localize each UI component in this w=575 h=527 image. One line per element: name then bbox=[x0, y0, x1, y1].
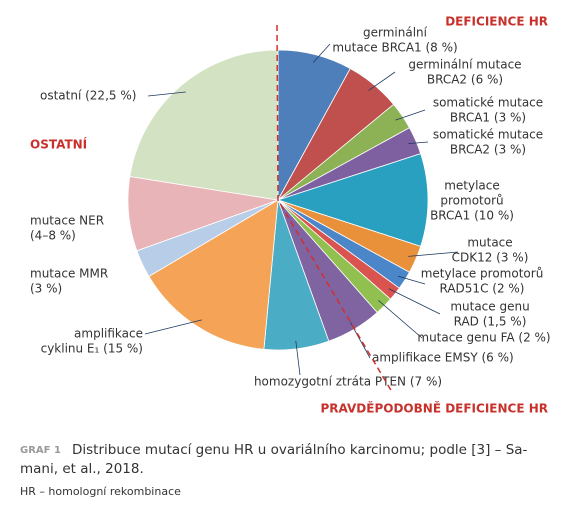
slice-label: (4–8 %) bbox=[30, 229, 76, 243]
leader-line bbox=[378, 300, 423, 339]
slice-label: somatické mutace bbox=[433, 128, 543, 142]
slice-label: metylace bbox=[444, 179, 500, 193]
slice-label: RAD51C (2 %) bbox=[440, 282, 525, 296]
slice-label: mutace genu bbox=[450, 300, 529, 314]
leader-line bbox=[408, 251, 459, 257]
leader-line bbox=[313, 43, 331, 63]
caption-line: mani, et al., 2018. bbox=[20, 461, 144, 477]
slice-label: BRCA2 (3 %) bbox=[450, 143, 526, 157]
annotation: DEFICIENCE HR bbox=[445, 15, 548, 29]
slice-label: (3 %) bbox=[30, 282, 62, 296]
slice-label: CDK12 (3 %) bbox=[452, 251, 529, 265]
slice-label: mutace bbox=[467, 236, 512, 250]
leader-line bbox=[395, 109, 426, 121]
leader-line bbox=[408, 141, 429, 145]
slice-label: homozygotní ztráta PTEN (7 %) bbox=[254, 375, 442, 389]
caption-label: GRAF 1 bbox=[20, 445, 61, 456]
caption-note: HR – homologní rekombinace bbox=[20, 485, 181, 498]
annotation: OSTATNÍ bbox=[30, 137, 88, 152]
leader-line bbox=[397, 275, 426, 285]
leader-line bbox=[295, 340, 301, 376]
slice-label: amplifikace EMSY (6 %) bbox=[372, 351, 514, 365]
pie-slice bbox=[276, 153, 429, 247]
slice-label: mutace MMR bbox=[30, 267, 108, 281]
slice-label: mutace BRCA1 (8 %) bbox=[332, 41, 457, 55]
slice-label: promotorů bbox=[440, 194, 503, 208]
slice-label: germinální mutace bbox=[408, 58, 521, 72]
slice-label: BRCA2 (6 %) bbox=[427, 73, 503, 87]
slice-label: metylace promotorů bbox=[421, 267, 544, 281]
pie-slice bbox=[129, 49, 279, 201]
leader-line bbox=[368, 71, 396, 91]
caption-line: Distribuce mutací genu HR u ovariálního … bbox=[72, 442, 528, 458]
slice-label: RAD (1,5 %) bbox=[454, 315, 527, 329]
slice-label: mutace genu FA (2 %) bbox=[417, 331, 550, 345]
leader-line bbox=[147, 91, 186, 97]
slice-label: amplifikace bbox=[74, 327, 143, 341]
slice-label: mutace NER bbox=[30, 214, 104, 228]
slice-label: BRCA1 (3 %) bbox=[450, 111, 526, 125]
pie-slice bbox=[148, 199, 279, 350]
annotation: PRAVDĚPODOBNĚ DEFICIENCE HR bbox=[321, 401, 548, 416]
leader-line bbox=[388, 288, 441, 315]
slice-label: ostatní (22,5 %) bbox=[40, 89, 136, 103]
divider bbox=[276, 24, 393, 393]
leader-line bbox=[144, 319, 203, 335]
slice-label: germinální bbox=[363, 26, 428, 40]
slice-label: somatické mutace bbox=[433, 96, 543, 110]
slice-label: BRCA1 (10 %) bbox=[430, 209, 514, 223]
slice-label: cyklinu E₁ (15 %) bbox=[41, 342, 143, 356]
